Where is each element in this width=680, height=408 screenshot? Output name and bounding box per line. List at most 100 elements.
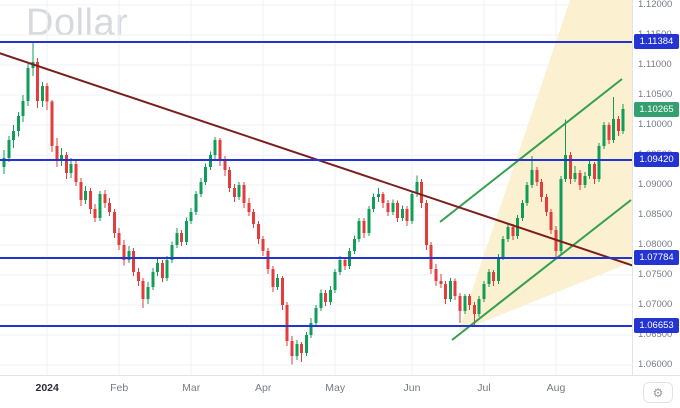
candle-body <box>16 116 20 131</box>
candle-body <box>525 185 529 203</box>
price-level-label: 1.09420 <box>634 152 679 168</box>
candle-body <box>175 233 179 245</box>
candle-body <box>223 161 227 170</box>
candle-body <box>189 212 193 221</box>
candle-body <box>396 203 400 218</box>
candle-body <box>45 86 49 102</box>
candle-body <box>136 272 140 281</box>
time-axis-label: May <box>325 382 346 394</box>
price-level-label: 1.06653 <box>634 318 679 334</box>
candle-body <box>357 221 361 239</box>
candle-body <box>549 212 553 230</box>
candle-body <box>156 263 160 272</box>
price-tick-label: 1.07000 <box>638 299 673 310</box>
candle-body <box>592 164 596 179</box>
candle-body <box>79 182 83 200</box>
candle-body <box>295 344 299 356</box>
candle-body <box>343 260 347 266</box>
candle-body <box>141 281 145 299</box>
candle-body <box>424 203 428 245</box>
candlestick-chart-canvas[interactable] <box>0 0 632 375</box>
candle-body <box>588 164 592 176</box>
candle-body <box>372 197 376 209</box>
candle-body <box>55 146 59 161</box>
channel-upper-line[interactable] <box>439 78 623 223</box>
candle-body <box>64 155 68 173</box>
candle-body <box>237 185 241 197</box>
candle-body <box>208 155 212 167</box>
candle-body <box>69 164 73 173</box>
candle-body <box>256 224 260 239</box>
candle-body <box>597 146 601 179</box>
symbol-watermark: Dollar <box>26 2 129 44</box>
candle-body <box>468 296 472 305</box>
candle-body <box>314 308 318 323</box>
price-level-label: 1.11384 <box>634 34 679 50</box>
candle-body <box>266 251 270 269</box>
candle-body <box>304 335 308 353</box>
candle-body <box>247 203 251 212</box>
candle-body <box>544 197 548 212</box>
candle-body <box>477 299 481 314</box>
candle-body <box>232 188 236 197</box>
candle-body <box>285 305 289 341</box>
candle-body <box>501 239 505 257</box>
candle-body <box>482 284 486 299</box>
price-scale[interactable]: 1.120001.115001.110001.105001.100001.095… <box>632 0 680 375</box>
price-tick-label: 1.07500 <box>638 269 673 280</box>
candle-body <box>21 101 25 116</box>
candle-body <box>458 296 462 311</box>
candle-body <box>165 260 169 278</box>
candle-body <box>117 233 121 245</box>
candle-body <box>448 281 452 299</box>
candle-body <box>535 170 539 182</box>
candle-body <box>228 170 232 188</box>
candle-body <box>103 194 107 203</box>
candle-body <box>218 140 222 161</box>
candle-body <box>180 233 184 242</box>
candle-body <box>160 263 164 278</box>
candle-body <box>540 182 544 197</box>
price-tick-label: 1.06500 <box>638 329 673 340</box>
channel-lower-line[interactable] <box>451 199 632 341</box>
candle-body <box>511 227 515 236</box>
candle-body <box>60 155 64 161</box>
candle-body <box>112 212 116 233</box>
time-axis-label: Jun <box>403 382 421 394</box>
candle-body <box>271 269 275 287</box>
gear-icon: ⚙ <box>652 385 664 400</box>
candle-body <box>568 155 572 179</box>
candle-body <box>376 194 380 197</box>
candle-body <box>405 209 409 221</box>
price-tick-label: 1.10000 <box>638 119 673 130</box>
candle-body <box>362 221 366 233</box>
candle-body <box>151 272 155 287</box>
candle-body <box>280 278 284 305</box>
candle-body <box>108 203 112 212</box>
candle-body <box>12 131 16 140</box>
highlight-zone <box>458 0 632 332</box>
candle-body <box>386 203 390 212</box>
candle-body <box>319 293 323 308</box>
candle-body <box>199 182 203 194</box>
candle-body <box>602 125 606 146</box>
candle-body <box>621 109 625 131</box>
settings-button[interactable]: ⚙ <box>643 382 673 403</box>
price-level-label: 1.07784 <box>634 250 679 266</box>
candle-body <box>367 209 371 233</box>
time-scale[interactable]: 2024 Feb Mar Apr May Jun Jul Aug <box>0 375 680 408</box>
candle-body <box>583 176 587 185</box>
price-tick-label: 1.11000 <box>638 59 672 70</box>
candle-body <box>242 185 246 203</box>
candle-body <box>127 251 131 260</box>
candle-body <box>607 125 611 140</box>
candle-body <box>520 203 524 218</box>
candle-body <box>261 239 265 251</box>
candle-body <box>496 257 500 281</box>
candle-body <box>7 140 11 158</box>
candle-body <box>410 194 414 221</box>
candle-body <box>434 269 438 281</box>
candle-body <box>612 119 616 140</box>
time-axis-label: Mar <box>182 382 201 394</box>
time-axis-label: Aug <box>546 382 566 394</box>
